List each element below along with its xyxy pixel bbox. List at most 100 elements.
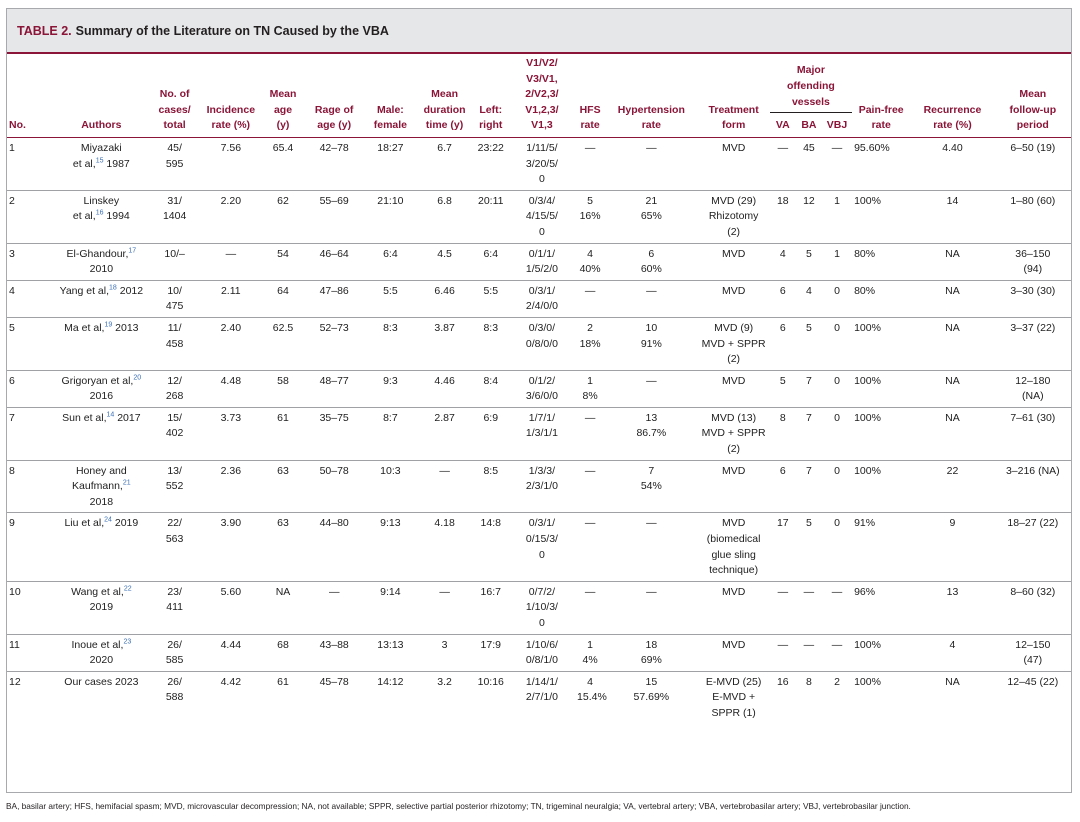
header-no: No. — [7, 54, 54, 138]
table-row: 3 El-Ghandour,17 2010 10/– —54 46–64 6:4 4.5 6:… — [7, 243, 1071, 281]
author-year: 2012 — [116, 284, 144, 297]
author-name: Sun et al, — [62, 411, 107, 424]
cell-side: 6:4 — [472, 243, 509, 281]
table-row: 7 Sun et al,14 2017 15/ 402 3.73 61 35–75 8:7 2… — [7, 407, 1071, 461]
reference-link[interactable]: 18 — [109, 284, 117, 292]
cell-recurrence: NA — [910, 407, 995, 461]
header-sex-ratio: Male: female — [364, 54, 417, 138]
cell-no: 7 — [7, 407, 54, 461]
cell-painfree: 80% — [852, 243, 911, 281]
cell-sex: 8:7 — [364, 407, 417, 461]
reference-link[interactable]: 23 — [123, 638, 132, 646]
cell-va: — — [769, 581, 796, 635]
cell-hypertension: 10 91% — [605, 317, 698, 371]
reference-link[interactable]: 20 — [133, 374, 142, 382]
cell-cases: 26/ 585 — [149, 634, 200, 672]
header-cases: No. of cases/ total — [149, 54, 200, 138]
cell-va: 16 — [776, 675, 789, 688]
cell-cases: 26/ 588 — [165, 675, 184, 704]
cell-cases: 23/ 411 — [149, 581, 200, 635]
cell-side: 8:4 — [472, 370, 509, 408]
table-title-bar: TABLE 2. Summary of the Literature on TN… — [7, 9, 1071, 54]
author-name: Miyazaki et al, — [72, 141, 122, 170]
reference-link[interactable]: 24 — [104, 516, 112, 524]
cell-cases: 11/ 458 — [149, 317, 200, 371]
cell-rage: 50–78 — [304, 460, 365, 514]
cell-va: 17 — [769, 512, 796, 582]
table-label: TABLE 2. — [17, 23, 72, 38]
cell-no: 3 — [7, 243, 54, 281]
cell-hfs: — — [575, 280, 606, 318]
cell-followup: 12–150 (47) — [994, 634, 1071, 672]
cell-sex: 21:10 — [364, 190, 417, 244]
cell-v: 0/1/2/ 3/6/0/0 — [508, 370, 576, 408]
cell-duration: 3.2 — [437, 675, 452, 688]
cell-sex: 9:14 — [364, 581, 417, 635]
literature-table: No. Authors No. of cases/ total Incidenc… — [7, 54, 1071, 724]
cell-followup: 3–30 (30) — [994, 280, 1071, 318]
cell-painfree: 95.60% — [852, 137, 911, 191]
table-row: 10 Wang et al,22 2019 23/ 411 5.60 NA —9:14—1… — [7, 581, 1071, 635]
reference-link[interactable]: 16 — [95, 209, 104, 217]
table-body: 1 Miyazaki et al,15 1987 45/ 595 7.56 65.4 42… — [7, 137, 1071, 723]
cell-rage: 47–86 — [304, 280, 365, 318]
cell-va: 6 — [769, 460, 796, 514]
cell-ba: 7 — [795, 370, 822, 408]
cell-rage: 48–77 — [304, 370, 365, 408]
cell-painfree: 91% — [852, 512, 911, 582]
cell-no: 11 — [7, 634, 54, 672]
table-row: 12 Our cases 2023 26/ 588 4.42 61 45–78 14:12 3… — [7, 671, 1071, 723]
cell-va: 6 — [769, 317, 796, 371]
cell-recurrence: NA — [910, 317, 995, 371]
cell-followup: 3–37 (22) — [994, 317, 1071, 371]
cell-recurrence: 14 — [910, 190, 995, 244]
reference-link[interactable]: 17 — [128, 247, 137, 255]
cell-side: 6:9 — [472, 407, 509, 461]
cell-followup: 8–60 (32) — [994, 581, 1071, 635]
cell-hypertension: 7 54% — [605, 460, 698, 514]
cell-treatment: MVD (biomedical glue sling technique) — [697, 512, 770, 582]
cell-duration: 3.87 — [416, 317, 473, 371]
cell-side: 5:5 — [472, 280, 509, 318]
cell-cases: 15/ 402 — [149, 407, 200, 461]
cell-vbj: 1 — [821, 190, 853, 244]
cell-cases: 13/ 552 — [149, 460, 200, 514]
cell-cases: 10/ 475 — [149, 280, 200, 318]
header-hfs: HFS rate — [575, 54, 606, 138]
reference-link[interactable]: 14 — [106, 411, 115, 419]
cell-no: 4 — [7, 280, 54, 318]
cell-incidence: 4.48 — [199, 370, 262, 408]
cell-duration: 6.7 — [416, 137, 473, 191]
header-branches: V1/V2/ V3/V1, 2/V2,3/ V1,2,3/ V1,3 — [508, 54, 576, 138]
cell-mean-age: 61 — [261, 407, 305, 461]
cell-ba: — — [795, 634, 822, 672]
cell-side: 23:22 — [472, 137, 509, 191]
cell-v: 1/11/5/ 3/20/5/ 0 — [508, 137, 576, 191]
reference-link[interactable]: 15 — [95, 157, 104, 165]
cell-authors: Grigoryan et al,20 2016 — [53, 370, 150, 408]
cell-recurrence: NA — [910, 370, 995, 408]
cell-va: — — [769, 634, 796, 672]
cell-authors: Our cases 2023 — [53, 671, 149, 723]
table-row: 6 Grigoryan et al,20 2016 12/ 268 4.48 58 48–… — [7, 370, 1071, 408]
author-name: Wang et al, — [71, 585, 124, 598]
cell-recurrence: NA — [910, 243, 995, 281]
cell-ba: 12 — [795, 190, 822, 244]
cell-side: 16:7 — [472, 581, 509, 635]
cell-ba: 5 — [795, 317, 822, 371]
cell-followup: 3–216 (NA) — [994, 460, 1071, 514]
cell-authors: Liu et al,24 2019 — [53, 512, 150, 582]
reference-link[interactable]: 21 — [122, 479, 131, 487]
header-side: Left: right — [472, 54, 509, 138]
cell-mean-age: NA — [261, 581, 305, 635]
author-year: 1994 — [103, 210, 130, 223]
reference-link[interactable]: 22 — [123, 585, 132, 593]
cell-vbj: 0 — [821, 460, 853, 514]
cell-v: 0/3/1/ 0/15/3/ 0 — [508, 512, 576, 582]
cell-no: 8 — [7, 460, 54, 514]
table-row: 2 Linskey et al,16 1994 31/ 1404 2.20 62 55–6… — [7, 190, 1071, 244]
cell-ba: 5 — [795, 243, 822, 281]
reference-link[interactable]: 19 — [104, 321, 113, 329]
cell-vbj: — — [821, 581, 853, 635]
cell-hypertension: — — [605, 280, 698, 318]
